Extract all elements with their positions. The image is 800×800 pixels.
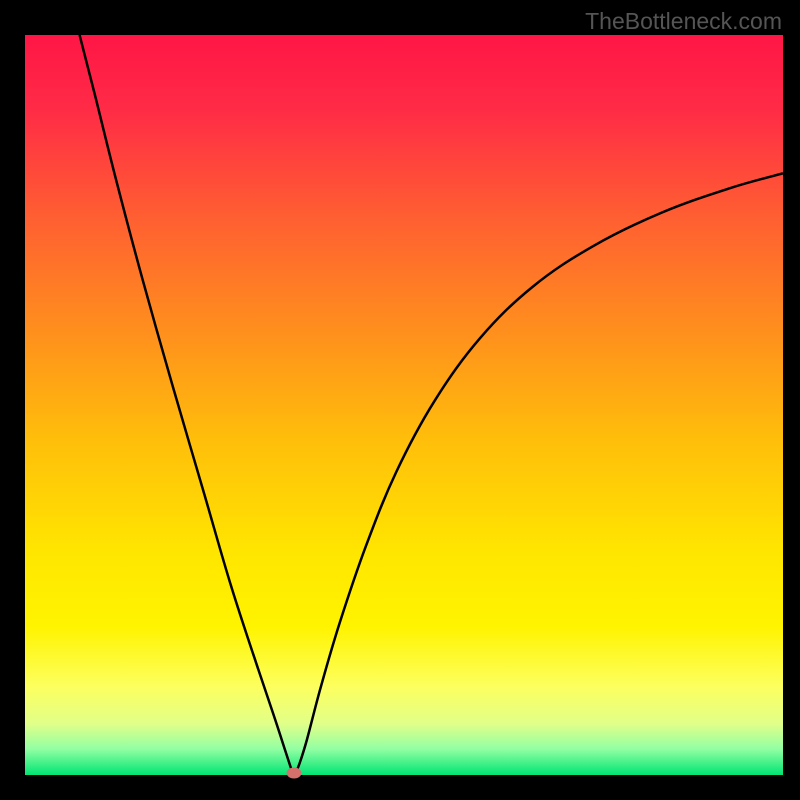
watermark-text: TheBottleneck.com <box>585 8 782 35</box>
optimal-point-marker <box>287 767 302 778</box>
curve-left-branch <box>80 35 293 773</box>
curve-right-branch <box>296 173 783 772</box>
bottleneck-curve <box>25 35 783 775</box>
chart-plot-area <box>25 35 783 775</box>
